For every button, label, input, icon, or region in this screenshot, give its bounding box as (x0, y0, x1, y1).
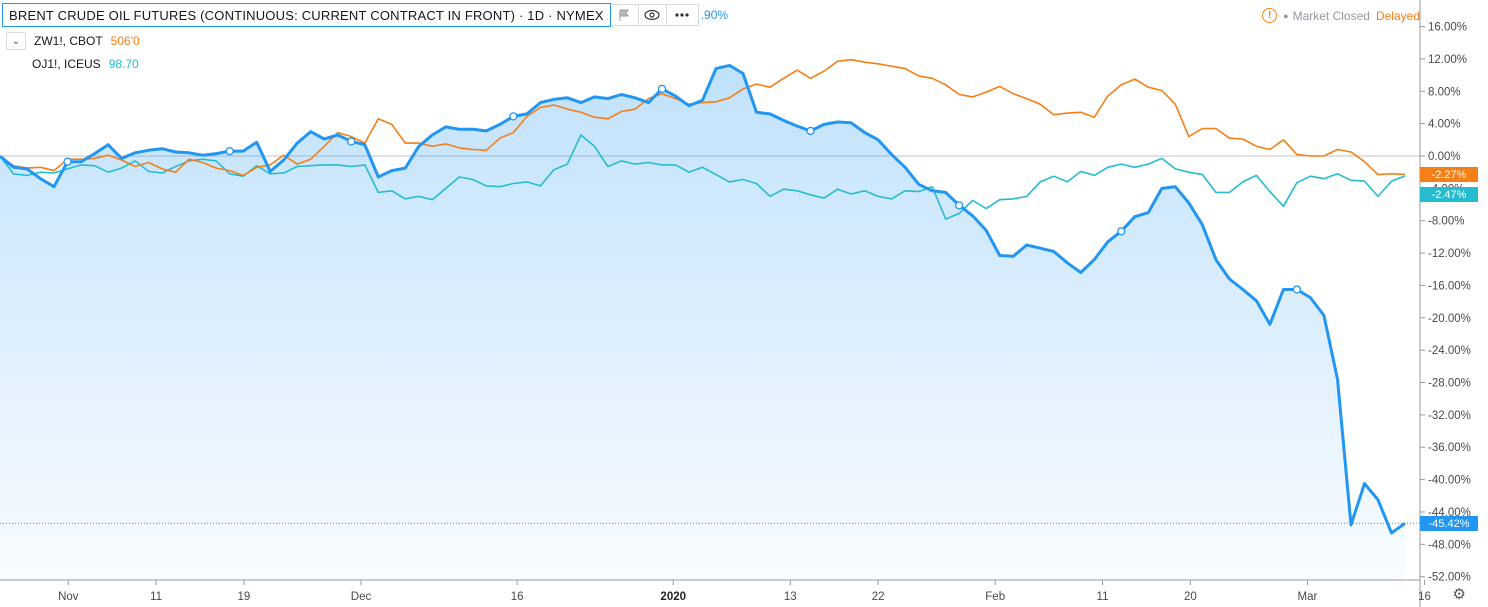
x-tick-label: 2020 (660, 591, 686, 603)
comparison-legend-zw: ⌄ ZW1!, CBOT 506'0 (6, 32, 140, 50)
data-marker (955, 201, 964, 210)
y-tick-label: -28.00% (1428, 378, 1471, 390)
price-tag-zw: -2.27% (1420, 167, 1478, 183)
x-tick-label: 16 (1418, 591, 1431, 603)
x-tick-label: Feb (985, 591, 1005, 603)
data-marker (63, 157, 72, 166)
y-tick-label: -32.00% (1428, 410, 1471, 422)
chevron-down-icon[interactable]: ⌄ (6, 32, 26, 50)
y-tick-label: -16.00% (1428, 280, 1471, 292)
data-marker (347, 137, 356, 146)
y-tick-label: -48.00% (1428, 539, 1471, 551)
x-tick-label: 20 (1184, 591, 1197, 603)
price-tag-oj: -2.47% (1420, 187, 1478, 203)
y-tick-label: 16.00% (1428, 22, 1467, 34)
x-tick-label: 11 (150, 591, 162, 603)
y-tick-label: -8.00% (1428, 216, 1464, 228)
main-legend: BRENT CRUDE OIL FUTURES (CONTINUOUS: CUR… (2, 3, 729, 27)
data-marker (509, 112, 518, 121)
x-tick-label: 11 (1097, 591, 1109, 603)
market-closed-label: Market Closed (1292, 8, 1370, 23)
eye-icon[interactable] (638, 4, 667, 26)
x-tick-label: 22 (872, 591, 885, 603)
symbol-title[interactable]: BRENT CRUDE OIL FUTURES (CONTINUOUS: CUR… (2, 3, 611, 27)
y-tick-label: -36.00% (1428, 442, 1471, 454)
legend-change-value: .90% (700, 8, 729, 22)
x-tick-label: 16 (511, 591, 524, 603)
series-lines (0, 58, 1406, 535)
y-tick-label: -20.00% (1428, 313, 1471, 325)
data-marker (1117, 227, 1126, 236)
x-tick-label: Nov (58, 591, 79, 603)
y-tick-label: 4.00% (1428, 119, 1461, 131)
y-tick-label: -24.00% (1428, 345, 1471, 357)
data-marker (806, 126, 815, 136)
status-dot-icon: ● (1283, 10, 1289, 21)
series-line-brent (0, 63, 1406, 535)
x-tick-label: Dec (351, 591, 372, 603)
warning-icon[interactable]: ! (1262, 8, 1278, 23)
comparison-symbol[interactable]: ZW1!, CBOT (34, 34, 103, 48)
series-line-zw1 (0, 58, 1406, 177)
market-status: ! ● Market Closed Delayed (1262, 8, 1420, 23)
y-tick-label: 0.00% (1428, 151, 1461, 163)
data-marker (657, 84, 667, 94)
series-line-oj1 (0, 134, 1406, 220)
delayed-label: Delayed (1375, 8, 1420, 23)
y-tick-label: 12.00% (1428, 54, 1467, 66)
brent-area-fill (0, 65, 1405, 580)
x-tick-label: Mar (1298, 591, 1318, 603)
comparison-legend-oj: OJ1!, ICEUS 98.70 (32, 57, 139, 71)
comparison-value: 506'0 (110, 34, 140, 48)
x-axis[interactable]: Nov 11 19 Dec 16 2020 13 22 Feb 11 20 Mar 16 (58, 580, 1431, 603)
gear-icon[interactable]: ⚙ (1452, 586, 1466, 603)
brent-area-shape (0, 65, 1405, 580)
data-marker (1292, 285, 1302, 294)
y-tick-label: -52.00% (1428, 572, 1471, 584)
data-marker (225, 146, 234, 156)
price-tag-brent: -45.42% (1420, 516, 1478, 532)
comparison-value: 98.70 (108, 57, 139, 71)
more-dots-icon[interactable] (666, 4, 699, 26)
y-tick-label: -40.00% (1428, 475, 1471, 487)
comparison-symbol[interactable]: OJ1!, ICEUS (32, 57, 101, 71)
y-tick-label: -44.00% (1428, 507, 1471, 519)
x-tick-label: 19 (238, 591, 251, 603)
y-tick-label: 8.00% (1428, 86, 1461, 98)
x-tick-label: 13 (784, 591, 797, 603)
flag-icon[interactable] (610, 4, 639, 26)
event-markers (0, 84, 1420, 524)
y-tick-label: -12.00% (1428, 248, 1471, 260)
